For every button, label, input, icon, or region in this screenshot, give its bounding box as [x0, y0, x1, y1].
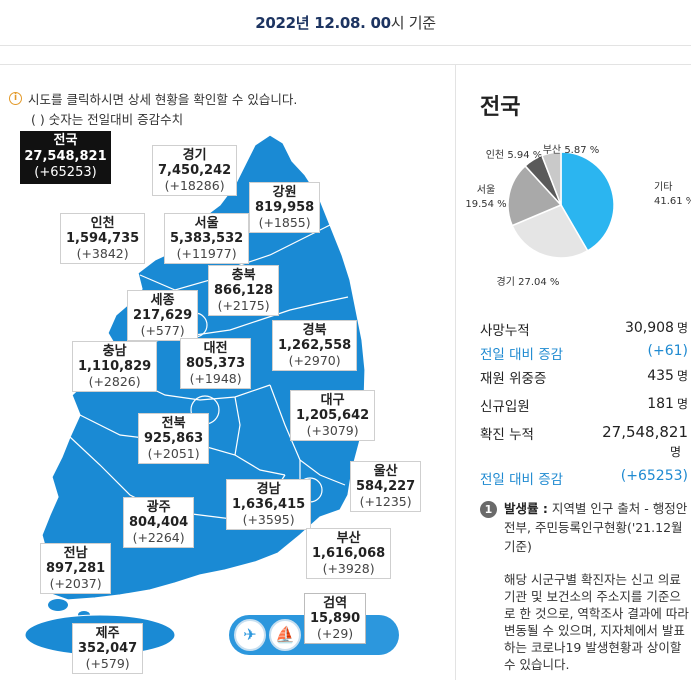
info-icon: i — [9, 92, 22, 105]
panel-title: 전국 — [480, 95, 521, 120]
pie-label-경기: 경기 27.04 % — [497, 275, 560, 288]
notice-text: 시도를 클릭하시면 상세 현황을 확인할 수 있습니다. — [28, 92, 298, 107]
page-header: 2022년 12.08. 00시 기준 — [0, 0, 691, 46]
region-gyeongbuk[interactable]: 경북 1,262,558 (+2970) — [272, 320, 358, 371]
region-jeonnam[interactable]: 전남 897,281 (+2037) — [40, 543, 112, 594]
stat-confirmed-diff: 전일 대비 증감 (+65253) — [480, 468, 688, 488]
stat-admitted: 신규입원 181 명 — [480, 396, 688, 415]
region-gyeongnam[interactable]: 경남 1,636,415 (+3595) — [226, 479, 312, 530]
note-disclaimer: 해당 시군구별 확진자는 신고 의료기관 및 보건소의 주소지를 기준으로 한 … — [504, 572, 689, 672]
stat-critical: 재원 위중증 435 명 — [480, 368, 688, 387]
pie-label-부산: 부산 5.87 % — [543, 144, 600, 156]
pie-slice-서울 — [507, 164, 563, 227]
region-daegu[interactable]: 대구 1,205,642 (+3079) — [290, 390, 376, 441]
region-gyeonggi[interactable]: 경기 7,450,242 (+18286) — [152, 145, 238, 196]
pie-label-서울: 서울 19.54 % — [465, 184, 506, 210]
region-busan[interactable]: 부산 1,616,068 (+3928) — [306, 528, 392, 579]
note-incidence: 발생률 : 지역별 인구 출처 - 행정안전부, 주민등록인구현황('21.12… — [504, 501, 688, 554]
ship-icon[interactable]: ⛵ — [269, 619, 301, 651]
notice-line: i 시도를 클릭하시면 상세 현황을 확인할 수 있습니다. — [9, 89, 297, 108]
pie-slice-부산 — [540, 151, 562, 206]
airplane-icon[interactable]: ✈ — [234, 619, 266, 651]
region-gangwon[interactable]: 강원 819,958 (+1855) — [249, 182, 321, 233]
content-area: i 시도를 클릭하시면 상세 현황을 확인할 수 있습니다. ( ) 숫자는 전… — [0, 64, 691, 680]
region-gwangju[interactable]: 광주 804,404 (+2264) — [123, 497, 195, 548]
stat-confirmed-unit: 명 — [670, 445, 682, 459]
notice-subtext: ( ) 숫자는 전일대비 증감수치 — [31, 112, 184, 127]
region-count: 27,548,821 — [24, 149, 107, 164]
region-daejeon[interactable]: 대전 805,373 (+1948) — [180, 338, 252, 389]
region-diff: (+65253) — [34, 165, 97, 180]
stat-confirmed: 확진 누적 27,548,821 — [480, 423, 688, 443]
region-name: 전국 — [53, 133, 78, 148]
region-jeonbuk[interactable]: 전북 925,863 (+2051) — [138, 413, 210, 464]
note-number-badge: 1 — [480, 501, 497, 518]
pie-slice-기타 — [560, 151, 615, 252]
region-seoul[interactable]: 서울 5,383,532 (+11977) — [164, 213, 250, 264]
map-panel: i 시도를 클릭하시면 상세 현황을 확인할 수 있습니다. ( ) 숫자는 전… — [0, 65, 455, 680]
region-ulsan[interactable]: 울산 584,227 (+1235) — [350, 461, 422, 512]
region-incheon[interactable]: 인천 1,594,735 (+3842) — [60, 213, 146, 264]
stat-deaths-diff: 전일 대비 증감 (+61) — [480, 343, 688, 363]
stat-deaths: 사망누적 30,908 명 — [480, 320, 688, 339]
island-shape — [48, 599, 68, 611]
pie-label-인천: 인천 5.94 % — [486, 149, 543, 161]
region-quarantine[interactable]: 검역 15,890 (+29) — [304, 593, 367, 644]
region-sejong[interactable]: 세종 217,629 (+577) — [127, 290, 199, 341]
region-chungnam[interactable]: 충남 1,110,829 (+2826) — [72, 341, 158, 392]
region-nation[interactable]: 전국 27,548,821 (+65253) — [20, 131, 111, 184]
reference-date: 2022년 12.08. 00시 기준 — [255, 14, 436, 32]
region-jeju[interactable]: 제주 352,047 (+579) — [72, 623, 144, 674]
region-chungbuk[interactable]: 충북 866,128 (+2175) — [208, 265, 280, 316]
